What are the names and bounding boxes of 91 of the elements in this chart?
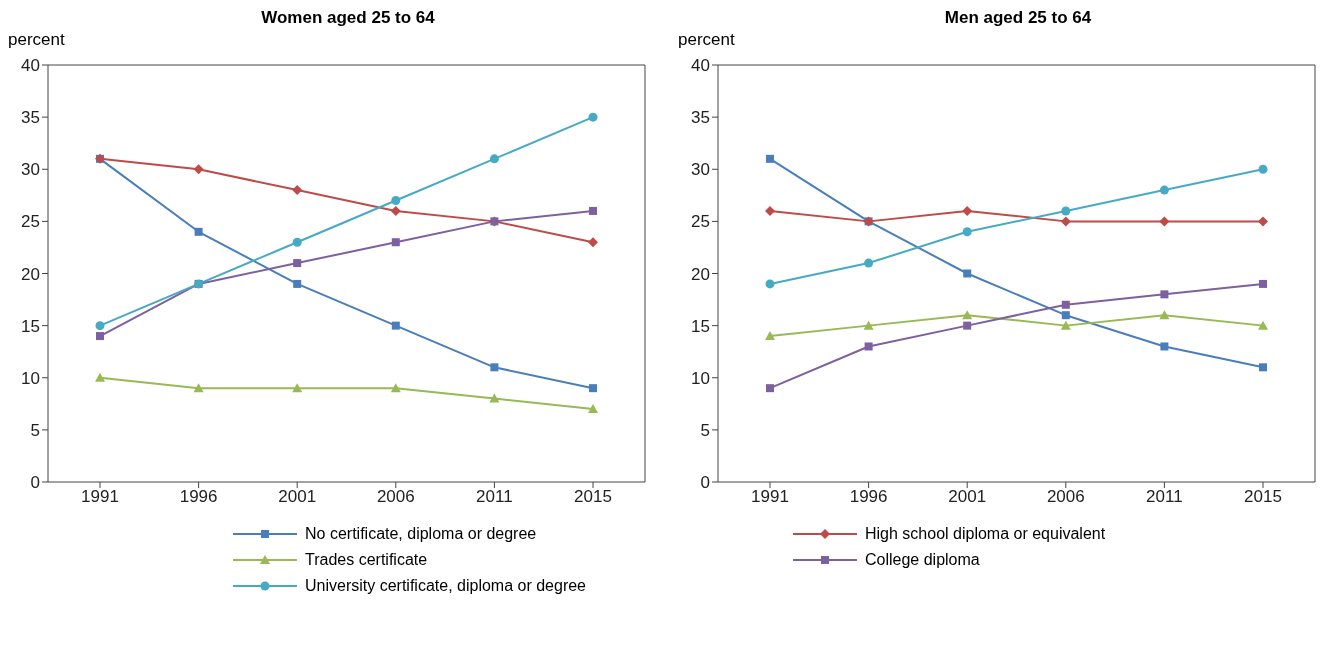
point [1259, 363, 1267, 372]
x-tick-label: 1996 [849, 487, 888, 507]
point [1061, 311, 1070, 320]
chart-title: Women aged 25 to 64 [260, 8, 436, 29]
point [963, 321, 972, 330]
y-tick-label: 15 [21, 316, 40, 336]
point [193, 383, 204, 393]
point [95, 372, 105, 382]
point [1258, 164, 1268, 174]
legend-label: No certificate, diploma or degree [305, 525, 537, 543]
x-tick-label: 1991 [751, 487, 789, 507]
point [292, 383, 303, 393]
legend-label: University certificate, diploma or degree [305, 577, 587, 595]
point [962, 205, 973, 216]
point [96, 332, 104, 341]
point [390, 205, 401, 216]
point [490, 363, 499, 372]
point [391, 196, 401, 206]
point [193, 164, 204, 175]
y-tick-label: 40 [21, 56, 40, 76]
y-tick-label: 10 [691, 368, 710, 388]
x-tick-label: 2015 [1244, 487, 1282, 507]
point [194, 227, 203, 236]
point [1259, 279, 1267, 288]
y-tick-label: 40 [691, 56, 710, 76]
y-tick-label: 15 [691, 316, 710, 336]
x-tick-label: 2001 [278, 487, 317, 507]
point [1060, 216, 1071, 227]
chart-title: Men aged 25 to 64 [943, 8, 1093, 29]
point [292, 185, 303, 196]
x-tick-label: 2011 [476, 487, 513, 507]
point [1060, 320, 1071, 330]
point [864, 258, 874, 268]
y-tick-label: 0 [700, 473, 710, 493]
point [391, 238, 400, 247]
y-tick-label: 5 [30, 420, 40, 440]
y-tick-label: 35 [21, 108, 40, 128]
y-tick-label: 10 [21, 368, 40, 388]
x-tick-label: 2011 [1146, 487, 1183, 507]
point [962, 310, 973, 320]
y-tick-label: 20 [21, 264, 40, 284]
point [588, 112, 598, 122]
point [589, 206, 597, 215]
x-tick-label: 2006 [1046, 487, 1085, 507]
point [1159, 185, 1169, 195]
legend-label: Trades certificate [305, 551, 428, 569]
y-tick-label: 35 [691, 108, 710, 128]
x-tick-label: 1991 [81, 487, 119, 507]
point [1159, 310, 1170, 320]
point [863, 320, 874, 330]
y-tick-label: 0 [30, 473, 40, 493]
legend-label: High school diploma or equivalent [865, 525, 1106, 543]
x-tick-label: 2001 [948, 487, 987, 507]
point [1160, 342, 1169, 351]
y-tick-label: 5 [700, 420, 710, 440]
legend-label: College diploma [865, 551, 980, 569]
y-tick-label: 30 [21, 160, 40, 180]
y-axis-title: percent [678, 30, 736, 51]
point [766, 384, 774, 393]
x-tick-label: 1996 [179, 487, 218, 507]
point [864, 342, 873, 351]
point [489, 154, 499, 164]
point [1159, 216, 1170, 227]
point [293, 259, 302, 268]
point [1061, 300, 1070, 309]
y-axis-title: percent [8, 30, 66, 51]
y-tick-label: 25 [21, 212, 40, 232]
point [588, 404, 598, 414]
point [765, 331, 775, 341]
point [489, 393, 500, 403]
y-tick-label: 30 [691, 160, 710, 180]
point [95, 321, 105, 331]
point [1258, 216, 1268, 227]
point [766, 154, 774, 163]
point [292, 237, 302, 247]
point [293, 279, 302, 288]
point [1160, 290, 1169, 299]
point [765, 205, 775, 216]
point [391, 321, 400, 330]
point [1061, 206, 1071, 216]
point [963, 269, 972, 278]
point [588, 237, 598, 248]
x-tick-label: 2006 [376, 487, 415, 507]
point [765, 279, 775, 289]
x-tick-label: 2015 [574, 487, 612, 507]
point [390, 383, 401, 393]
y-tick-label: 20 [691, 264, 710, 284]
point [1258, 320, 1268, 330]
point [962, 227, 972, 237]
point [589, 384, 597, 393]
y-tick-label: 25 [691, 212, 710, 232]
